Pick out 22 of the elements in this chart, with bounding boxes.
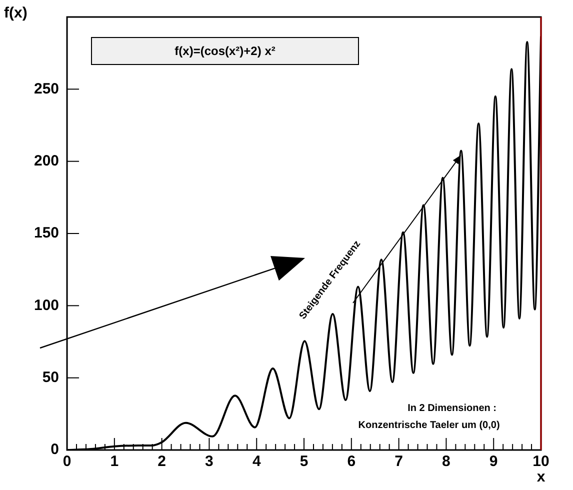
x-axis-title: x — [536, 468, 546, 486]
y-tick-label: 0 — [50, 441, 60, 458]
y-tick-label: 250 — [34, 80, 60, 98]
x-tick-label: 4 — [252, 453, 262, 470]
x-tick-label: 7 — [394, 453, 403, 470]
annotation: Konzentrische Taeler um (0,0) — [358, 420, 500, 431]
y-tick-label: 100 — [34, 296, 60, 314]
y-axis-title: f(x) — [4, 4, 28, 22]
y-tick-label: 200 — [34, 152, 60, 170]
x-tick-label: 1 — [110, 453, 119, 470]
x-tick-label: 9 — [489, 453, 498, 470]
x-tick-label: 10 — [532, 453, 550, 470]
text-box: f(x)=(cos(x²)+2) x² — [91, 37, 360, 65]
y-tick-label: 50 — [42, 368, 60, 386]
x-tick-label: 5 — [300, 453, 308, 470]
y-tick-label: 150 — [34, 224, 60, 242]
x-tick-label: 2 — [158, 453, 166, 470]
x-tick-label: 6 — [347, 453, 356, 470]
x-tick-label: 3 — [205, 453, 214, 470]
annotation: In 2 Dimensionen : — [408, 402, 496, 414]
x-tick-label: 8 — [442, 453, 450, 470]
x-tick-label: 0 — [62, 453, 72, 470]
